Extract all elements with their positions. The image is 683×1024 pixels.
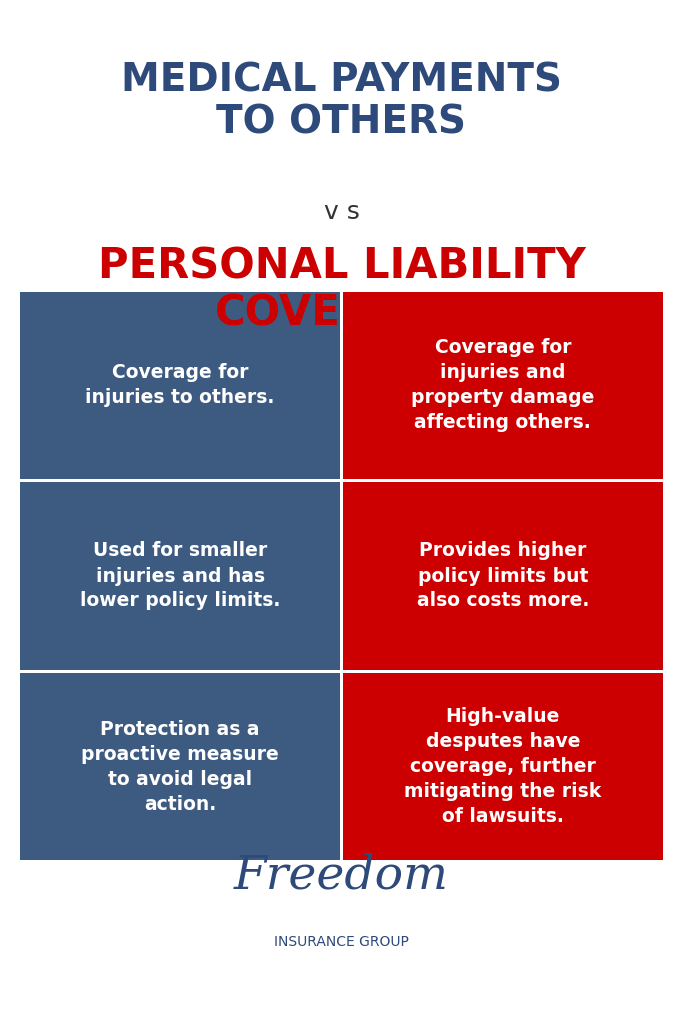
- FancyBboxPatch shape: [343, 482, 663, 670]
- Text: Freedom: Freedom: [234, 853, 449, 898]
- Text: High-value
desputes have
coverage, further
mitigating the risk
of lawsuits.: High-value desputes have coverage, furth…: [404, 708, 602, 826]
- Text: Used for smaller
injuries and has
lower policy limits.: Used for smaller injuries and has lower …: [80, 542, 280, 610]
- Text: v s: v s: [324, 200, 359, 223]
- FancyBboxPatch shape: [20, 292, 339, 479]
- Text: Protection as a
proactive measure
to avoid legal
action.: Protection as a proactive measure to avo…: [81, 720, 279, 814]
- FancyBboxPatch shape: [343, 673, 663, 860]
- Text: INSURANCE GROUP: INSURANCE GROUP: [274, 935, 409, 949]
- Text: PERSONAL LIABILITY
COVERAGE: PERSONAL LIABILITY COVERAGE: [98, 246, 585, 335]
- Text: Coverage for
injuries to others.: Coverage for injuries to others.: [85, 364, 275, 408]
- Text: MEDICAL PAYMENTS
TO OTHERS: MEDICAL PAYMENTS TO OTHERS: [121, 61, 562, 142]
- Text: Coverage for
injuries and
property damage
affecting others.: Coverage for injuries and property damag…: [411, 338, 594, 432]
- Text: Provides higher
policy limits but
also costs more.: Provides higher policy limits but also c…: [417, 542, 589, 610]
- FancyBboxPatch shape: [20, 673, 339, 860]
- FancyBboxPatch shape: [343, 292, 663, 479]
- FancyBboxPatch shape: [20, 482, 339, 670]
